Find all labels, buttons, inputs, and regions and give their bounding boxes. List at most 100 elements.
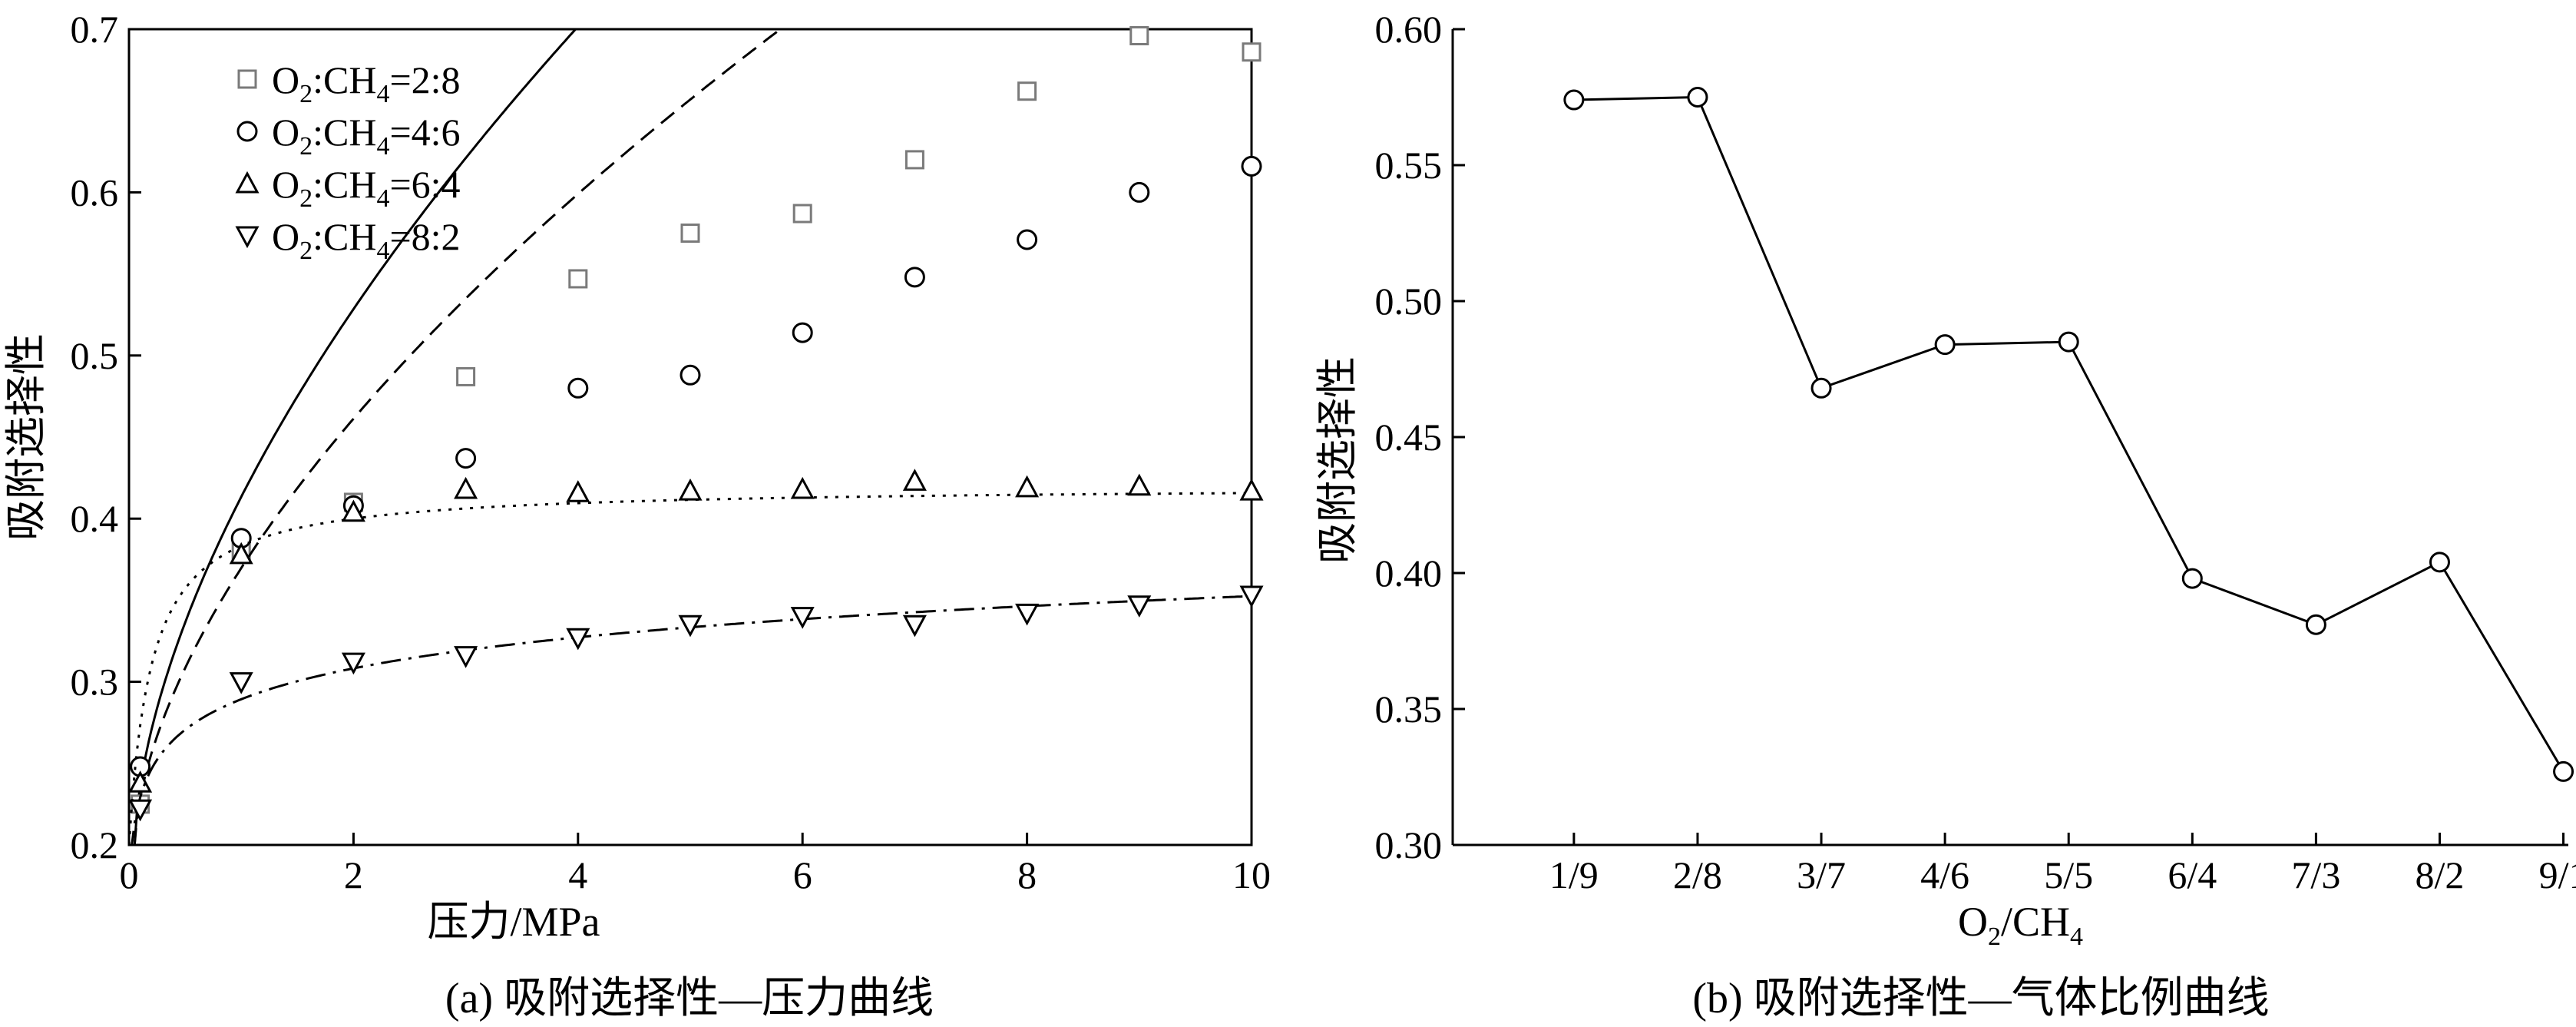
y-tick-label-b: 0.45 [1375, 416, 1443, 459]
y-tick-label-a: 0.7 [71, 8, 119, 51]
series-a-3 [128, 585, 1264, 845]
data-point-a-3 [1239, 585, 1264, 608]
data-point-a-3 [902, 615, 927, 638]
data-point-a-2 [790, 476, 815, 499]
series-line-b [1573, 95, 2564, 773]
data-point-a-3 [128, 799, 153, 822]
y-tick-label-a: 0.6 [71, 171, 119, 214]
data-point-a-0 [1242, 42, 1262, 62]
x-tick-label-b: 2/8 [1673, 853, 1722, 896]
legend-label-a-3: O2:CH4=8:2 [272, 215, 461, 265]
y-tick-label-b: 0.55 [1375, 144, 1443, 187]
data-point-a-2 [566, 480, 590, 502]
legend-label-a-1: O2:CH4=4:6 [272, 111, 461, 161]
data-point-b-6-4 [2181, 568, 2203, 589]
x-tick-label-b: 9/1 [2539, 853, 2576, 896]
legend-a: O2:CH4=2:8O2:CH4=4:6O2:CH4=6:4O2:CH4=8:2 [235, 58, 461, 265]
legend-label-a-0: O2:CH4=2:8 [272, 58, 461, 108]
series-a-0 [131, 25, 1262, 845]
caption-b: (b) 吸附选择性—气体比例曲线 [1692, 975, 2269, 1022]
y-tick-label-a: 0.2 [71, 823, 119, 866]
y-tick-label-a: 0.3 [71, 661, 119, 704]
y-tick-label-b: 0.60 [1375, 8, 1443, 51]
x-tick-label-b: 3/7 [1797, 853, 1846, 896]
x-tick-label-a: 10 [1232, 853, 1271, 896]
y-tick-label-b: 0.35 [1375, 687, 1443, 730]
y-tick-label-b: 0.40 [1375, 552, 1443, 595]
data-point-a-1 [1241, 155, 1262, 177]
data-point-a-1 [792, 322, 813, 343]
plot-frame-a [127, 28, 1253, 846]
chart-b-ratio-curve: 0.30 0.35 0.40 0.45 0.50 0.55 0.60 1/9 2/8 3/7 4/6… [1314, 8, 2576, 1022]
x-tick-label-b: 6/4 [2168, 853, 2217, 896]
legend-label-a-2: O2:CH4=6:4 [272, 163, 461, 213]
data-point-a-2 [1127, 473, 1152, 496]
y-tick-label-b: 0.50 [1375, 280, 1443, 323]
x-tick-label-a: 4 [568, 853, 587, 896]
x-tick-label-b: 5/5 [2044, 853, 2093, 896]
series-a-2 [128, 469, 1264, 845]
fit-curve-a-1 [133, 29, 782, 845]
fit-curve-a-0 [133, 29, 577, 845]
y-tick-label-a: 0.5 [71, 334, 119, 377]
data-point-a-2 [128, 770, 153, 793]
data-point-a-1 [680, 364, 701, 386]
x-axis-label-a: 压力/MPa [427, 899, 600, 945]
data-point-a-1 [1129, 181, 1150, 203]
data-point-a-1 [455, 448, 477, 469]
x-tick-label-b: 7/3 [2291, 853, 2340, 896]
data-point-a-0 [568, 269, 588, 289]
y-axis-label-b: 吸附选择性 [1314, 356, 1361, 564]
data-point-a-0 [792, 204, 812, 224]
data-point-a-3 [566, 628, 590, 651]
data-point-b-7-3 [2305, 614, 2326, 635]
data-point-b-1-9 [1563, 89, 1585, 111]
data-point-a-1 [1017, 229, 1038, 250]
data-point-a-0 [1017, 81, 1037, 101]
legend-marker-a-1 [236, 121, 258, 142]
chart-a-pressure-curve: 0 2 4 6 8 10 0.2 0.3 0.4 0.5 0.6 0.7 压力/MPa 吸附选择性 O2:C… [3, 8, 1271, 1022]
data-point-a-2 [454, 476, 478, 499]
x-tick-label-b: 8/2 [2416, 853, 2465, 896]
data-point-a-0 [680, 224, 700, 243]
data-point-b-8-2 [2429, 552, 2450, 573]
x-axis-label-b: O2/CH4 [1958, 899, 2083, 951]
caption-a: (a) 吸附选择性—压力曲线 [445, 975, 934, 1022]
data-point-a-2 [1239, 478, 1264, 501]
series-a-1 [130, 29, 1262, 845]
data-point-a-1 [567, 377, 589, 399]
data-point-a-3 [790, 607, 815, 629]
legend-marker-a-0 [237, 69, 257, 89]
data-point-a-2 [1015, 475, 1040, 498]
legend-marker-a-2 [235, 171, 260, 194]
data-point-b-2-8 [1687, 87, 1708, 108]
data-point-a-3 [454, 646, 478, 668]
data-point-a-3 [678, 615, 703, 638]
data-point-a-3 [1015, 603, 1040, 626]
data-point-a-1 [904, 267, 925, 288]
x-tick-label-b: 1/9 [1549, 853, 1599, 896]
data-point-a-3 [341, 652, 365, 675]
legend-marker-a-3 [235, 226, 260, 249]
data-point-a-0 [456, 366, 476, 386]
data-point-a-0 [904, 150, 924, 170]
y-tick-label-b: 0.30 [1375, 823, 1443, 866]
data-point-b-5-5 [2058, 331, 2079, 353]
x-tick-label-a: 0 [120, 853, 139, 896]
data-point-b-9-1 [2553, 760, 2574, 782]
x-tick-label-b: 4/6 [1920, 853, 1969, 896]
fit-curve-a-2 [129, 492, 1252, 845]
data-point-a-3 [1127, 595, 1152, 618]
data-point-a-2 [678, 478, 703, 501]
y-axis-label-a: 吸附选择性 [3, 333, 49, 541]
data-point-a-3 [229, 672, 253, 694]
x-tick-label-a: 8 [1017, 853, 1037, 896]
data-point-a-2 [229, 542, 253, 565]
x-tick-label-a: 6 [793, 853, 812, 896]
data-point-a-0 [1129, 25, 1149, 45]
data-point-b-4-6 [1934, 334, 1956, 356]
data-point-a-2 [341, 499, 365, 522]
y-tick-label-a: 0.4 [71, 497, 119, 540]
data-point-a-2 [902, 469, 927, 491]
